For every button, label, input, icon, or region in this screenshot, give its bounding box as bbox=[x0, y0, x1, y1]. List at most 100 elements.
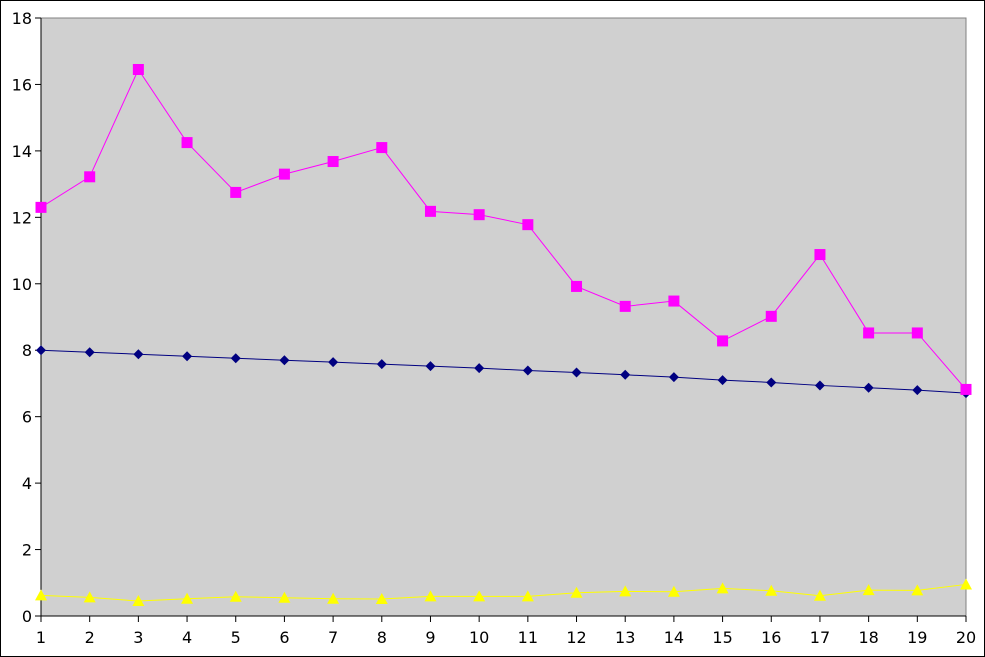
data-point bbox=[230, 186, 242, 198]
x-tick-label: 11 bbox=[518, 628, 538, 647]
x-tick-label: 19 bbox=[907, 628, 927, 647]
data-point bbox=[960, 578, 972, 590]
data-point bbox=[960, 383, 972, 395]
data-point bbox=[863, 382, 874, 393]
data-point bbox=[522, 219, 534, 231]
x-tick-label: 5 bbox=[231, 628, 241, 647]
x-tick-label: 8 bbox=[377, 628, 387, 647]
data-point bbox=[424, 205, 436, 217]
data-point bbox=[230, 353, 241, 364]
data-point bbox=[571, 280, 583, 292]
data-point bbox=[229, 590, 242, 602]
series-line bbox=[40, 349, 967, 394]
x-tick-label: 3 bbox=[133, 628, 143, 647]
y-tick-label: 0 bbox=[22, 607, 32, 626]
x-tick-label: 16 bbox=[761, 628, 781, 647]
data-point bbox=[667, 585, 680, 597]
series-diamond bbox=[36, 345, 971, 399]
data-point bbox=[182, 351, 193, 362]
data-point bbox=[473, 590, 486, 602]
data-point bbox=[619, 300, 631, 312]
data-point bbox=[619, 585, 632, 597]
x-tick-label: 17 bbox=[810, 628, 830, 647]
data-point bbox=[181, 137, 193, 149]
data-point bbox=[521, 590, 534, 602]
data-point bbox=[863, 327, 875, 339]
x-tick-label: 2 bbox=[85, 628, 95, 647]
data-point bbox=[814, 380, 825, 391]
x-tick-label: 7 bbox=[328, 628, 338, 647]
data-point bbox=[765, 584, 778, 596]
data-point bbox=[83, 591, 96, 603]
x-tick-label: 20 bbox=[956, 628, 976, 647]
data-point bbox=[717, 335, 729, 347]
plot-area bbox=[40, 17, 967, 617]
data-point bbox=[181, 592, 194, 604]
data-point bbox=[278, 168, 290, 180]
data-point bbox=[84, 347, 95, 358]
data-point bbox=[132, 595, 145, 607]
data-point bbox=[474, 363, 485, 374]
data-point bbox=[716, 582, 729, 594]
data-point bbox=[911, 584, 924, 596]
data-point bbox=[328, 357, 339, 368]
y-tick-label: 2 bbox=[22, 541, 32, 560]
data-point bbox=[327, 592, 340, 604]
series-layer bbox=[35, 63, 972, 607]
data-point bbox=[717, 375, 728, 386]
data-point bbox=[911, 327, 923, 339]
x-tick-label: 9 bbox=[425, 628, 435, 647]
series-line bbox=[40, 68, 967, 390]
data-point bbox=[327, 156, 339, 168]
data-point bbox=[912, 385, 923, 396]
data-point bbox=[36, 345, 46, 356]
y-tick-label: 10 bbox=[12, 275, 32, 294]
data-point bbox=[375, 593, 388, 605]
x-tick-label: 13 bbox=[615, 628, 635, 647]
x-tick-label: 1 bbox=[36, 628, 46, 647]
x-tick-label: 14 bbox=[664, 628, 684, 647]
data-point bbox=[133, 349, 144, 360]
data-point bbox=[814, 249, 826, 261]
data-point bbox=[766, 377, 777, 388]
x-tick-label: 10 bbox=[469, 628, 489, 647]
data-point bbox=[278, 591, 291, 603]
series-line bbox=[40, 583, 967, 602]
y-tick-label: 18 bbox=[12, 9, 32, 28]
data-point bbox=[570, 586, 583, 598]
data-point bbox=[862, 584, 875, 596]
y-tick-label: 4 bbox=[22, 474, 32, 493]
data-point bbox=[571, 367, 582, 378]
y-tick-label: 14 bbox=[12, 142, 32, 161]
y-tick-label: 8 bbox=[22, 341, 32, 360]
data-point bbox=[35, 589, 47, 601]
data-point bbox=[668, 295, 680, 307]
data-point bbox=[84, 171, 96, 183]
data-point bbox=[279, 355, 290, 366]
data-point bbox=[522, 365, 533, 376]
series-triangle bbox=[35, 578, 972, 607]
x-tick-label: 4 bbox=[182, 628, 192, 647]
x-tick-label: 18 bbox=[858, 628, 878, 647]
data-point bbox=[376, 359, 387, 370]
data-point bbox=[425, 361, 436, 372]
data-point bbox=[813, 589, 826, 601]
data-point bbox=[668, 372, 679, 383]
data-point bbox=[424, 590, 437, 602]
x-tick-label: 12 bbox=[566, 628, 586, 647]
data-point bbox=[765, 310, 777, 322]
data-point bbox=[620, 369, 631, 380]
series-square bbox=[35, 63, 972, 395]
data-point bbox=[35, 201, 47, 213]
x-tick-label: 15 bbox=[712, 628, 732, 647]
x-tick-label: 6 bbox=[279, 628, 289, 647]
data-point bbox=[473, 209, 485, 221]
y-tick-label: 12 bbox=[12, 208, 32, 227]
y-tick-label: 16 bbox=[12, 75, 32, 94]
y-tick-label: 6 bbox=[22, 408, 32, 427]
data-point bbox=[132, 63, 144, 75]
data-point bbox=[376, 142, 388, 154]
